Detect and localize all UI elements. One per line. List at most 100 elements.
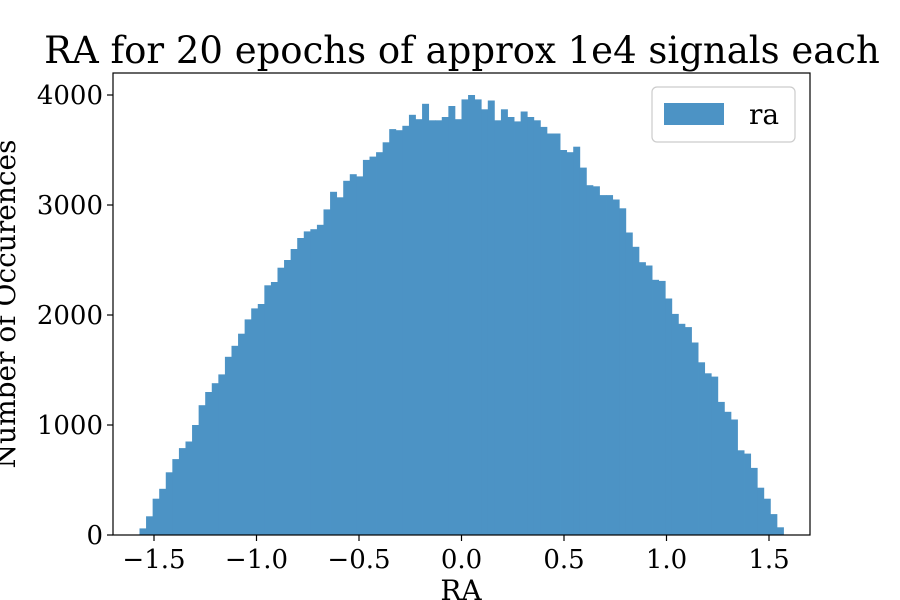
x-tick-label: −1.0 xyxy=(225,545,288,575)
histogram-bar xyxy=(527,117,534,535)
histogram-bar xyxy=(738,450,745,535)
histogram-bar xyxy=(205,392,212,535)
histogram-bar xyxy=(606,195,613,535)
bars-group xyxy=(139,95,783,535)
histogram-bar xyxy=(718,402,725,535)
histogram-bar xyxy=(770,514,777,535)
histogram-bar xyxy=(705,373,712,535)
histogram-bar xyxy=(613,200,620,536)
histogram-bar xyxy=(277,268,284,535)
histogram-bar xyxy=(185,442,192,536)
histogram-bar xyxy=(304,231,311,535)
histogram-bar xyxy=(600,195,607,535)
histogram-bar xyxy=(139,528,146,535)
y-tick-label: 3000 xyxy=(37,191,103,221)
histogram-bar xyxy=(389,129,396,535)
histogram-bar xyxy=(665,299,672,536)
x-tick-label: 1.0 xyxy=(646,545,687,575)
x-axis-ticks: −1.5 −1.0 −0.5 0.0 0.5 1.0 1.5 xyxy=(122,535,789,575)
histogram-bar xyxy=(521,112,528,536)
histogram-bar xyxy=(639,262,646,535)
histogram-bar xyxy=(442,117,449,535)
histogram-bar xyxy=(192,425,199,535)
histogram-bar xyxy=(429,120,436,535)
histogram-bar xyxy=(350,174,357,535)
histogram-bar xyxy=(323,209,330,535)
histogram-bar xyxy=(475,99,482,535)
histogram-bar xyxy=(764,499,771,535)
histogram-bar xyxy=(468,95,475,535)
histogram-bar xyxy=(238,334,245,535)
histogram-bar xyxy=(481,109,488,535)
histogram-bar xyxy=(540,127,547,535)
histogram-bar xyxy=(179,448,186,535)
histogram-bar xyxy=(258,304,265,535)
y-tick-label: 2000 xyxy=(37,301,103,331)
y-tick-label: 1000 xyxy=(37,411,103,441)
x-axis-label: RA xyxy=(440,574,482,600)
histogram-bar xyxy=(619,208,626,535)
histogram-bar xyxy=(659,281,666,535)
y-tick-label: 4000 xyxy=(37,81,103,111)
histogram-bar xyxy=(514,121,521,535)
histogram-bar xyxy=(159,489,166,535)
histogram-bar xyxy=(462,99,469,535)
histogram-bar xyxy=(330,192,337,535)
y-axis-label: Number of Occurences xyxy=(0,140,22,469)
histogram-bar xyxy=(172,459,179,535)
histogram-bar xyxy=(534,120,541,535)
histogram-bar xyxy=(416,119,423,535)
histogram-bar xyxy=(435,120,442,535)
histogram-bar xyxy=(751,468,758,535)
histogram-bar xyxy=(560,150,567,535)
histogram-bar xyxy=(757,488,764,535)
histogram-bar xyxy=(291,249,298,535)
histogram-bar xyxy=(731,420,738,536)
x-tick-label: 1.5 xyxy=(748,545,789,575)
histogram-bar xyxy=(711,377,718,535)
histogram-bar xyxy=(212,383,219,535)
y-axis-ticks: 0 1000 2000 3000 4000 xyxy=(37,81,113,551)
histogram-bar xyxy=(337,197,344,535)
histogram-bar xyxy=(271,282,278,535)
histogram-bar xyxy=(448,106,455,535)
histogram-bar xyxy=(580,168,587,535)
histogram-bar xyxy=(363,160,370,535)
histogram-bar xyxy=(383,142,390,535)
x-tick-label: −0.5 xyxy=(327,545,390,575)
histogram-bar xyxy=(231,346,238,535)
histogram-bar xyxy=(310,229,317,535)
histogram-bar xyxy=(455,119,462,535)
histogram-bar xyxy=(284,260,291,535)
histogram-bar xyxy=(218,374,225,535)
histogram-bar xyxy=(777,527,784,535)
histogram-bar xyxy=(508,117,515,535)
histogram-bar xyxy=(626,233,633,536)
histogram-bar xyxy=(672,314,679,535)
histogram-bar xyxy=(370,157,377,535)
histogram-bar xyxy=(632,247,639,535)
histogram-bar xyxy=(317,225,324,535)
histogram-bar xyxy=(146,516,153,535)
histogram-bar xyxy=(567,152,574,535)
histogram-bar xyxy=(652,280,659,535)
histogram-bar xyxy=(297,238,304,535)
legend: ra xyxy=(652,87,795,142)
histogram-bar xyxy=(356,176,363,535)
histogram-bar xyxy=(402,126,409,535)
histogram-bar xyxy=(488,101,495,536)
histogram-bar xyxy=(573,147,580,535)
histogram-bar xyxy=(422,104,429,535)
histogram-bar xyxy=(685,327,692,535)
histogram-bar xyxy=(586,185,593,535)
histogram-bar xyxy=(409,115,416,535)
chart-title: RA for 20 epochs of approx 1e4 signals e… xyxy=(44,29,880,72)
histogram-bar xyxy=(646,266,653,536)
histogram-bar xyxy=(245,319,252,535)
histogram-bar xyxy=(153,499,160,535)
x-tick-label: 0.5 xyxy=(543,545,584,575)
y-tick-label: 0 xyxy=(86,521,103,551)
histogram-bar xyxy=(376,152,383,535)
legend-label-ra: ra xyxy=(749,98,779,131)
